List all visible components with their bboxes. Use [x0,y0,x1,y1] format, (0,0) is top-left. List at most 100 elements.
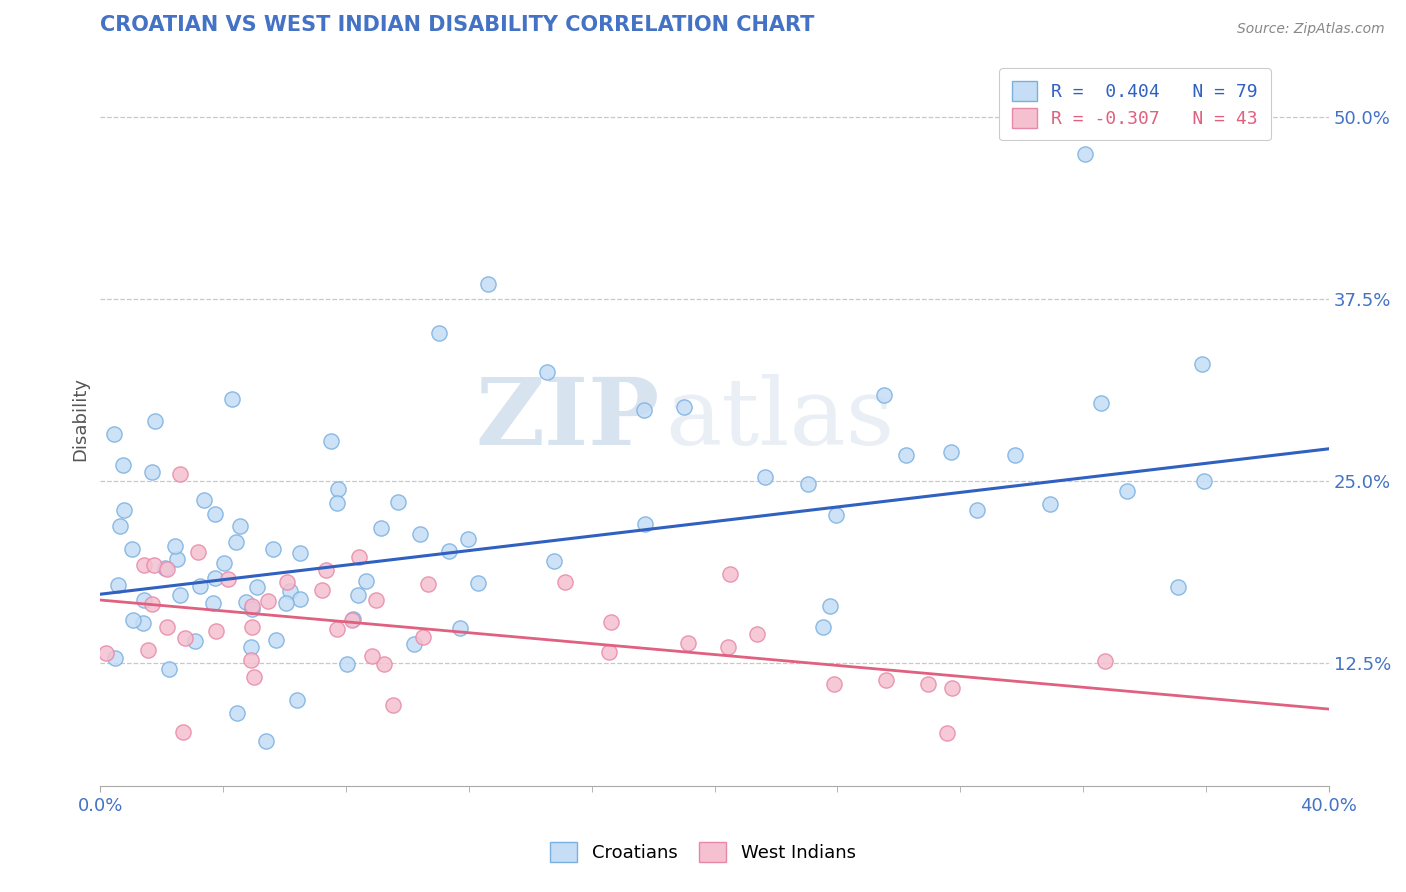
Point [187,544,209,558]
Point [166,552,188,566]
Point [169,588,191,602]
Point [917,677,939,691]
Point [427,326,450,340]
Point [121,542,143,557]
Point [381,698,404,712]
Point [745,627,768,641]
Point [633,403,655,417]
Point [1191,357,1213,371]
Point [326,622,349,636]
Point [112,458,135,472]
Point [370,521,392,535]
Point [217,572,239,586]
Text: Source: ZipAtlas.com: Source: ZipAtlas.com [1237,22,1385,37]
Point [1090,396,1112,410]
Point [319,434,342,449]
Point [328,483,350,497]
Point [340,613,363,627]
Point [141,597,163,611]
Point [121,614,143,628]
Point [1094,654,1116,668]
Point [240,620,263,634]
Point [184,634,207,648]
Point [823,677,845,691]
Point [288,592,311,607]
Point [936,725,959,739]
Point [373,657,395,672]
Point [477,277,499,292]
Point [1039,496,1062,510]
Point [354,574,377,588]
Point [156,562,179,576]
Point [875,673,897,688]
Point [107,578,129,592]
Point [467,575,489,590]
Point [257,594,280,608]
Point [141,465,163,479]
Point [718,567,741,582]
Point [716,640,738,654]
Point [205,624,228,639]
Point [315,563,337,577]
Point [599,615,621,630]
Point [387,495,409,509]
Point [254,734,277,748]
Point [824,508,846,522]
Point [336,657,359,672]
Point [672,400,695,414]
Point [112,503,135,517]
Point [274,596,297,610]
Point [143,414,166,428]
Point [941,681,963,695]
Point [676,636,699,650]
Point [240,602,263,616]
Point [156,620,179,634]
Legend: Croatians, West Indians: Croatians, West Indians [543,835,863,870]
Point [110,519,132,533]
Point [94,646,117,660]
Point [153,560,176,574]
Point [221,392,243,406]
Point [276,574,298,589]
Point [163,539,186,553]
Point [157,663,180,677]
Point [416,577,439,591]
Point [1073,146,1095,161]
Legend: R =  0.404   N = 79, R = -0.307   N = 43: R = 0.404 N = 79, R = -0.307 N = 43 [1000,68,1271,140]
Point [412,630,434,644]
Point [598,645,620,659]
Point [246,580,269,594]
Point [239,640,262,654]
Point [132,615,155,630]
Point [266,633,288,648]
Point [174,632,197,646]
Point [240,599,263,613]
Point [1167,580,1189,594]
Point [169,467,191,481]
Point [212,556,235,570]
Point [409,526,432,541]
Point [326,495,349,509]
Point [103,427,125,442]
Point [346,588,368,602]
Text: ZIP: ZIP [475,374,659,464]
Point [193,493,215,508]
Point [449,621,471,635]
Point [342,611,364,625]
Point [894,448,917,462]
Point [873,388,896,402]
Point [225,706,247,721]
Point [543,554,565,568]
Point [966,503,988,517]
Point [239,653,262,667]
Point [204,507,226,521]
Point [813,620,835,634]
Point [225,535,247,549]
Point [134,592,156,607]
Point [132,558,155,573]
Point [201,596,224,610]
Point [939,445,962,459]
Point [143,558,166,572]
Point [278,583,301,598]
Point [347,550,370,565]
